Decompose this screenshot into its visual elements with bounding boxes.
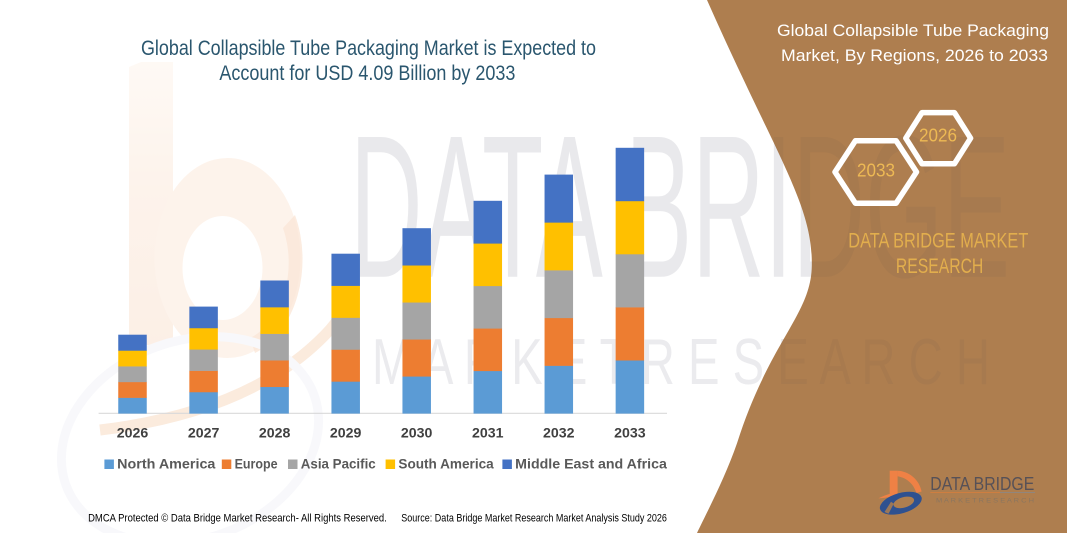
svg-text:Global Collapsible Tube Packag: Global Collapsible Tube Packaging Market… <box>141 37 596 60</box>
svg-text:Global Collapsible Tube Packag: Global Collapsible Tube Packaging <box>777 21 1049 40</box>
svg-text:Middle East and Africa: Middle East and Africa <box>515 457 667 472</box>
svg-text:2031: 2031 <box>472 426 504 441</box>
svg-text:2027: 2027 <box>188 426 220 441</box>
svg-text:North America: North America <box>117 457 216 472</box>
svg-text:DATA BRIDGE MARKET: DATA BRIDGE MARKET <box>848 230 1028 253</box>
svg-text:South America: South America <box>398 457 494 472</box>
svg-text:2032: 2032 <box>543 426 575 441</box>
svg-text:Source: Data Bridge Market Res: Source: Data Bridge Market Research Mark… <box>401 512 667 524</box>
svg-text:Account for USD 4.09 Billion b: Account for USD 4.09 Billion by 2033 <box>219 62 515 85</box>
svg-text:M A R K E T R E S E A R C: M A R K E T R E S E A R C H <box>936 497 1034 504</box>
svg-text:2026: 2026 <box>919 126 957 146</box>
svg-text:2028: 2028 <box>259 426 291 441</box>
svg-text:Asia Pacific: Asia Pacific <box>301 457 376 472</box>
svg-text:RESEARCH: RESEARCH <box>896 255 983 278</box>
svg-text:2029: 2029 <box>330 426 362 441</box>
svg-text:DATA BRIDGE: DATA BRIDGE <box>930 473 1034 494</box>
svg-text:2033: 2033 <box>857 161 895 181</box>
svg-text:2030: 2030 <box>401 426 433 441</box>
svg-text:2026: 2026 <box>117 426 149 441</box>
svg-text:2033: 2033 <box>614 426 646 441</box>
svg-text:DMCA Protected © Data Bridge M: DMCA Protected © Data Bridge Market Rese… <box>88 512 387 524</box>
svg-text:Europe: Europe <box>235 457 278 472</box>
svg-text:Market, By Regions, 2026 to 20: Market, By Regions, 2026 to 2033 <box>781 46 1048 65</box>
